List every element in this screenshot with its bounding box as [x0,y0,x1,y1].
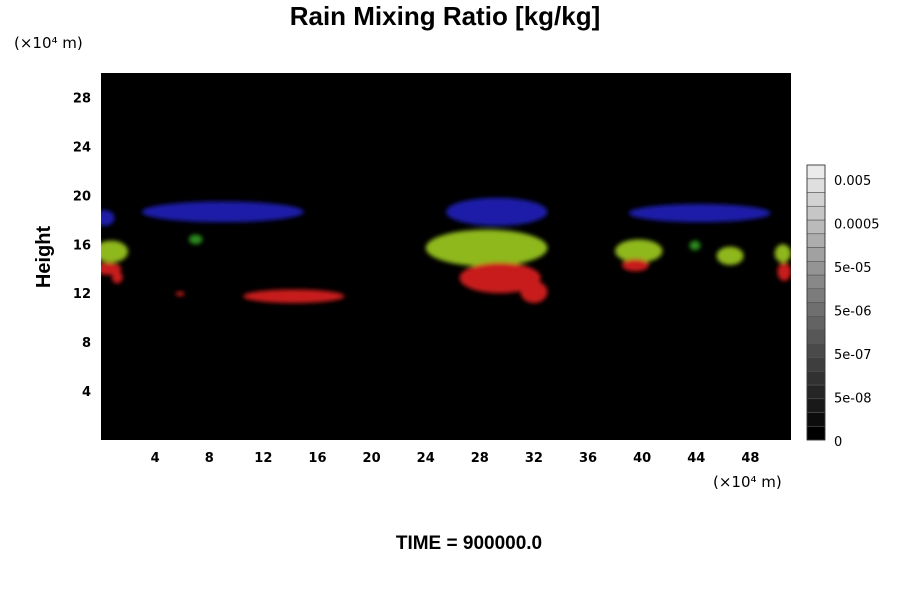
y-tick-label: 4 [82,385,91,400]
rain-region-18 [777,262,791,281]
x-tick-label: 8 [205,451,214,466]
rain-region-9 [716,246,744,266]
x-tick-label: 4 [151,451,160,466]
y-tick-label: 24 [73,140,91,155]
colorbar-segment [806,329,826,345]
time-label: TIME = 900000.0 [396,533,542,554]
rain-region-3 [628,203,771,223]
colorbar-label: 5e-06 [834,305,872,320]
x-tick-label: 44 [687,451,705,466]
colorbar-segment [806,357,826,372]
x-tick-label: 48 [741,451,759,466]
colorbar-segment [806,315,826,331]
colorbar-segment [806,370,826,386]
rain-region-10 [774,244,791,263]
y-tick-labels: 4 8 12 16 20 24 28 [73,91,91,400]
y-axis-label: Height [33,226,55,289]
chart-title: Rain Mixing Ratio [kg/kg] [290,1,601,31]
colorbar-segment [806,288,826,303]
colorbar-segment [806,425,826,441]
y-axis-unit: (×10⁴ m) [14,34,83,52]
colorbar-segment [806,384,826,400]
colorbar-segment [806,205,826,221]
colorbar-segment [806,233,826,248]
colorbar-segment [806,260,826,276]
colorbar-segment [806,302,826,317]
colorbar [806,164,826,441]
x-tick-label: 40 [633,451,651,466]
rain-region-7 [615,239,663,263]
colorbar-segment [806,178,826,193]
x-tick-label: 24 [417,451,435,466]
y-tick-label: 16 [73,238,91,253]
colorbar-label: 5e-07 [834,348,872,363]
rain-region-6 [425,229,548,267]
rain-region-15 [459,262,541,294]
colorbar-label: 5e-08 [834,392,872,407]
colorbar-frame [806,164,826,441]
y-tick-label: 28 [73,91,91,106]
x-tick-label: 36 [579,451,597,466]
rain-region-5 [188,234,203,245]
rain-region-17 [621,258,649,272]
x-tick-labels: 4 8 12 16 20 24 28 32 36 40 44 48 [151,451,760,466]
y-tick-label: 8 [82,336,91,351]
rain-region-2 [446,197,548,226]
y-tick-label: 12 [73,287,91,302]
colorbar-segment [806,164,826,180]
rain-region-1 [141,201,304,223]
rain-region-0 [101,210,115,226]
colorbar-segment [806,192,826,207]
colorbar-label: 0.0005 [834,218,880,233]
colorbar-segment [806,247,826,262]
x-tick-label: 16 [308,451,326,466]
x-tick-label: 20 [363,451,381,466]
rain-region-14 [243,289,345,303]
colorbar-label: 5e-05 [834,261,872,276]
colorbar-labels: 0.005 0.0005 5e-05 5e-06 5e-07 5e-08 0 [834,174,880,450]
x-axis-unit: (×10⁴ m) [713,473,782,491]
rain-region-8 [689,240,701,251]
colorbar-label: 0 [834,435,842,450]
rain-regions [101,197,791,303]
colorbar-segment [806,398,826,413]
x-tick-label: 28 [471,451,489,466]
rain-region-4 [101,240,129,263]
x-tick-label: 32 [525,451,543,466]
colorbar-segment [806,412,826,427]
rain-region-12 [111,271,123,284]
y-tick-label: 20 [73,189,91,204]
colorbar-segment [806,219,826,235]
rain-region-16 [520,280,548,303]
rain-region-13 [175,291,185,296]
x-tick-label: 12 [254,451,272,466]
colorbar-label: 0.005 [834,174,871,189]
colorbar-segment [806,274,826,290]
colorbar-segment [806,343,826,358]
